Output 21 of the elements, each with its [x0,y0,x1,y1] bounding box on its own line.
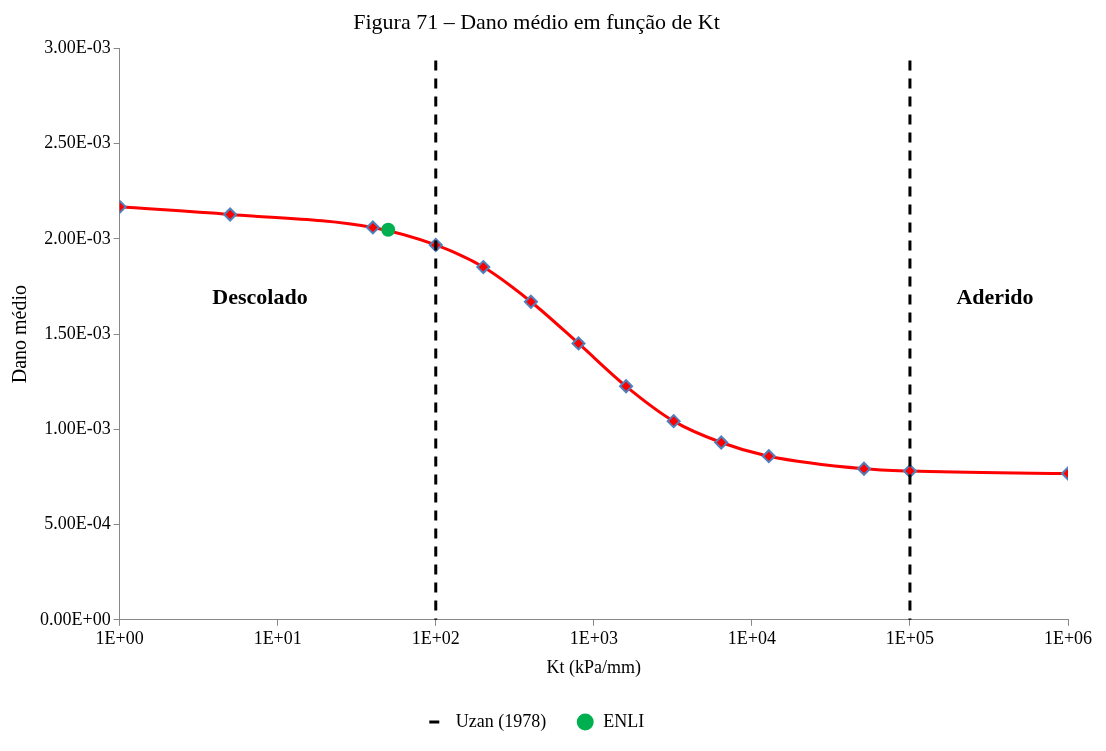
x-tick-label: 1E+04 [727,628,776,649]
y-tick-label: 0.00E+00 [39,608,111,629]
legend-label: Uzan (1978) [455,710,547,732]
x-tick-label: 1E+03 [569,628,618,649]
x-axis-title: Kt (kPa/mm) [546,656,642,678]
x-tick-label: 1E+00 [95,628,144,649]
y-tick-label: 1.50E-03 [44,322,111,343]
x-tick-label: 1E+05 [885,628,935,649]
legend-label: ENLI [603,710,645,731]
y-tick-label: 5.00E-04 [44,513,111,534]
y-tick-label: 1.00E-03 [44,418,111,439]
annotation: Aderido [956,283,1034,309]
annotation: Descolado [212,283,308,309]
x-tick-label: 1E+01 [253,628,302,649]
chart-title: Figura 71 – Dano médio em função de Kt [353,8,720,34]
y-tick-label: 3.00E-03 [44,37,111,58]
y-tick-label: 2.00E-03 [44,227,111,248]
x-tick-label: 1E+06 [1043,628,1093,649]
y-axis-title: Dano médio [8,284,31,384]
y-tick-label: 2.50E-03 [44,132,111,153]
x-tick-label: 1E+02 [411,628,460,649]
